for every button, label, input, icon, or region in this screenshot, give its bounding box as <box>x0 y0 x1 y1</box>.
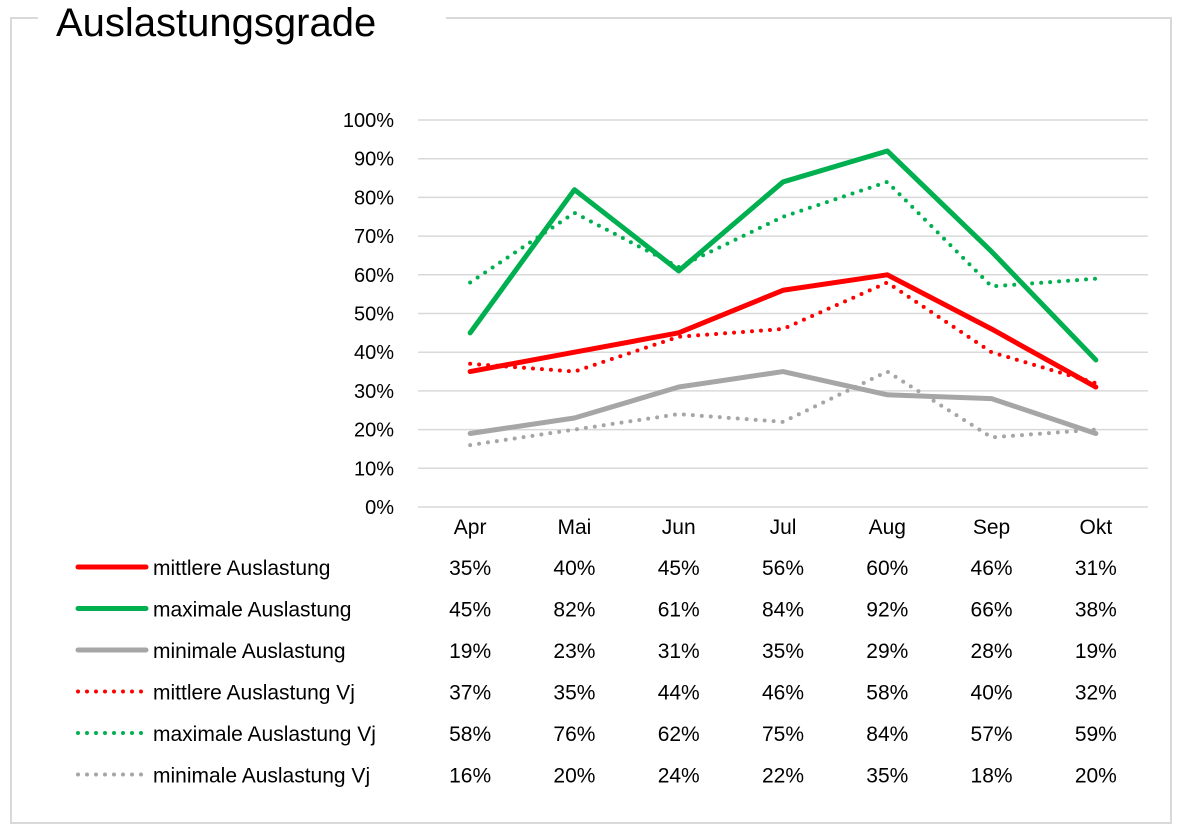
data-label: 32% <box>1075 682 1117 705</box>
data-label: 20% <box>553 765 595 788</box>
legend-label: maximale Auslastung Vj <box>153 723 376 746</box>
y-tick-label: 90% <box>354 149 394 171</box>
y-axis-ticks: 0% 10% 20% 30% 40% 50% 60% 70% 80% 90% 100% <box>343 110 394 519</box>
series-line <box>468 179 1098 289</box>
data-label: 35% <box>762 640 804 663</box>
data-label: 44% <box>658 682 700 705</box>
data-label: 45% <box>658 557 700 580</box>
y-tick-label: 0% <box>365 497 394 519</box>
legend-label: minimale Auslastung <box>153 640 346 663</box>
data-label: 16% <box>449 765 491 788</box>
data-label: 45% <box>449 599 491 622</box>
legend-label: mittlere Auslastung <box>153 557 330 580</box>
data-label: 76% <box>553 723 595 746</box>
data-label: 35% <box>449 557 491 580</box>
data-label: 92% <box>866 599 908 622</box>
data-label: 58% <box>866 682 908 705</box>
data-label: 60% <box>866 557 908 580</box>
x-tick-label: Jul <box>770 516 797 539</box>
data-label: 18% <box>971 765 1013 788</box>
data-label: 37% <box>449 682 491 705</box>
data-label: 46% <box>971 557 1013 580</box>
data-label: 61% <box>658 599 700 622</box>
gridlines <box>418 119 1148 508</box>
x-tick-label: Sep <box>973 516 1010 539</box>
x-tick-label: Jun <box>662 516 696 539</box>
legend-label: mittlere Auslastung Vj <box>153 682 355 705</box>
legend-label: minimale Auslastung Vj <box>153 765 370 788</box>
data-label: 29% <box>866 640 908 663</box>
x-axis-categories: Apr Mai Jun Jul Aug Sep Okt <box>454 516 1113 539</box>
data-label: 28% <box>971 640 1013 663</box>
data-label: 84% <box>762 599 804 622</box>
y-tick-label: 70% <box>354 226 394 248</box>
data-label: 84% <box>866 723 908 746</box>
data-label: 24% <box>658 765 700 788</box>
data-label: 35% <box>553 682 595 705</box>
data-label: 22% <box>762 765 804 788</box>
data-label: 23% <box>553 640 595 663</box>
y-tick-label: 60% <box>354 265 394 287</box>
x-tick-label: Okt <box>1080 516 1113 539</box>
legend-label: maximale Auslastung <box>153 599 351 622</box>
data-label: 56% <box>762 557 804 580</box>
series-line <box>467 369 1099 436</box>
data-table: mittlere Auslastung 35% 40% 45% 56% 60% 46% 31%… <box>75 557 1117 788</box>
series-line <box>467 272 1099 390</box>
y-tick-label: 50% <box>354 304 394 326</box>
x-tick-label: Apr <box>454 516 487 539</box>
y-tick-label: 40% <box>354 342 394 364</box>
series-line <box>467 148 1099 363</box>
data-label: 46% <box>762 682 804 705</box>
data-label: 59% <box>1075 723 1117 746</box>
series-line <box>468 369 1098 448</box>
x-tick-label: Mai <box>558 516 592 539</box>
y-tick-label: 100% <box>343 110 394 132</box>
data-label: 40% <box>971 682 1013 705</box>
data-label: 19% <box>449 640 491 663</box>
data-label: 40% <box>553 557 595 580</box>
series-line <box>468 280 1098 386</box>
data-label: 62% <box>658 723 700 746</box>
data-label: 57% <box>971 723 1013 746</box>
chart-title: Auslastungsgrade <box>56 1 376 45</box>
data-label: 75% <box>762 723 804 746</box>
data-label: 20% <box>1075 765 1117 788</box>
y-tick-label: 20% <box>354 420 394 442</box>
data-label: 35% <box>866 765 908 788</box>
y-tick-label: 10% <box>354 458 394 480</box>
data-label: 31% <box>658 640 700 663</box>
data-label: 66% <box>971 599 1013 622</box>
y-tick-label: 80% <box>354 187 394 209</box>
data-label: 58% <box>449 723 491 746</box>
chart-frame <box>10 17 1172 824</box>
series-lines <box>467 148 1099 448</box>
data-label: 19% <box>1075 640 1117 663</box>
y-tick-label: 30% <box>354 381 394 403</box>
data-label: 31% <box>1075 557 1117 580</box>
x-tick-label: Aug <box>869 516 906 539</box>
data-label: 82% <box>553 599 595 622</box>
data-label: 38% <box>1075 599 1117 622</box>
